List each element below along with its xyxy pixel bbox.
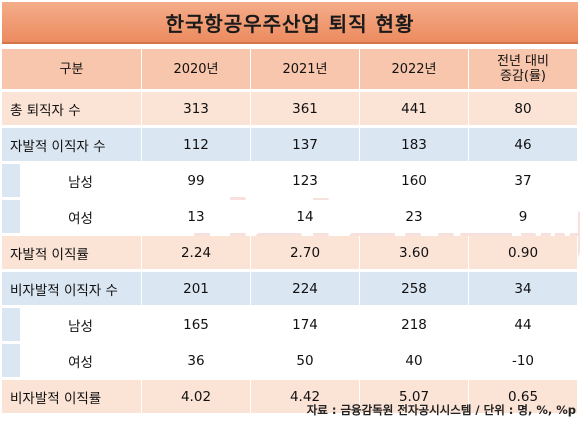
cell-2022: 160 [360, 164, 469, 197]
table-row: 여성 13 14 23 9 [2, 200, 578, 233]
cell-2021: 224 [251, 272, 360, 305]
cell-2021: 361 [251, 92, 360, 125]
cell-2021: 50 [251, 344, 360, 377]
cell-change: 34 [469, 272, 578, 305]
cell-2022: 218 [360, 308, 469, 341]
cell-2021: 14 [251, 200, 360, 233]
source-note: 자료 : 금융감독원 전자공시시스템 / 단위 : 명, %, %p [306, 403, 576, 417]
header-2022: 2022년 [360, 49, 469, 89]
row-label: 자발적 이직률 [2, 236, 142, 269]
cell-2022: 5.07 [360, 380, 469, 413]
table-row: 비자발적 이직자 수 201 224 258 34 [2, 272, 578, 305]
cell-2020: 313 [142, 92, 251, 125]
table-row: 남성 99 123 160 37 [2, 164, 578, 197]
cell-2020: 112 [142, 128, 251, 161]
table-row: 자발적 이직자 수 112 137 183 46 [2, 128, 578, 161]
cell-change: 0.90 [469, 236, 578, 269]
cell-change: 9 [469, 200, 578, 233]
row-label: 여성 [2, 200, 142, 233]
cell-2022: 3.60 [360, 236, 469, 269]
header-change: 전년 대비 증감(률) [469, 49, 578, 89]
cell-2021: 174 [251, 308, 360, 341]
row-label: 비자발적 이직률 [2, 380, 142, 413]
row-label: 남성 [2, 164, 142, 197]
table-title: 한국항공우주산업 퇴직 현황 [165, 11, 415, 36]
cell-2022: 40 [360, 344, 469, 377]
cell-2021: 137 [251, 128, 360, 161]
cell-2020: 201 [142, 272, 251, 305]
header-2021: 2021년 [251, 49, 360, 89]
cell-change: 80 [469, 92, 578, 125]
cell-2022: 183 [360, 128, 469, 161]
table-row: 총 퇴직자 수 313 361 441 80 [2, 92, 578, 125]
table-row: 남성 165 174 218 44 [2, 308, 578, 341]
table-row: 비자발적 이직률 4.02 4.42 5.07 0.65 [2, 380, 578, 413]
row-label: 비자발적 이직자 수 [2, 272, 142, 305]
cell-2021: 2.70 [251, 236, 360, 269]
cell-change: 46 [469, 128, 578, 161]
header-2020: 2020년 [142, 49, 251, 89]
row-label: 총 퇴직자 수 [2, 92, 142, 125]
cell-2020: 4.02 [142, 380, 251, 413]
cell-2022: 441 [360, 92, 469, 125]
cell-2022: 23 [360, 200, 469, 233]
cell-change: 37 [469, 164, 578, 197]
cell-change: 44 [469, 308, 578, 341]
cell-2020: 165 [142, 308, 251, 341]
header-category: 구분 [2, 49, 142, 89]
cell-2022: 258 [360, 272, 469, 305]
cell-2020: 2.24 [142, 236, 251, 269]
cell-change: -10 [469, 344, 578, 377]
table-title-bar: 한국항공우주산업 퇴직 현황 [2, 2, 578, 44]
header-row: 구분 2020년 2021년 2022년 전년 대비 증감(률) [2, 49, 578, 89]
cell-2020: 36 [142, 344, 251, 377]
cell-2021: 4.42 [251, 380, 360, 413]
table-row: 여성 36 50 40 -10 [2, 344, 578, 377]
cell-2020: 13 [142, 200, 251, 233]
row-label: 여성 [2, 344, 142, 377]
row-label: 자발적 이직자 수 [2, 128, 142, 161]
cell-2021: 123 [251, 164, 360, 197]
row-label: 남성 [2, 308, 142, 341]
retirement-table: 구분 2020년 2021년 2022년 전년 대비 증감(률) 총 퇴직자 수 … [2, 46, 578, 416]
table-row: 자발적 이직률 2.24 2.70 3.60 0.90 [2, 236, 578, 269]
cell-2020: 99 [142, 164, 251, 197]
cell-change: 0.65 [469, 380, 578, 413]
